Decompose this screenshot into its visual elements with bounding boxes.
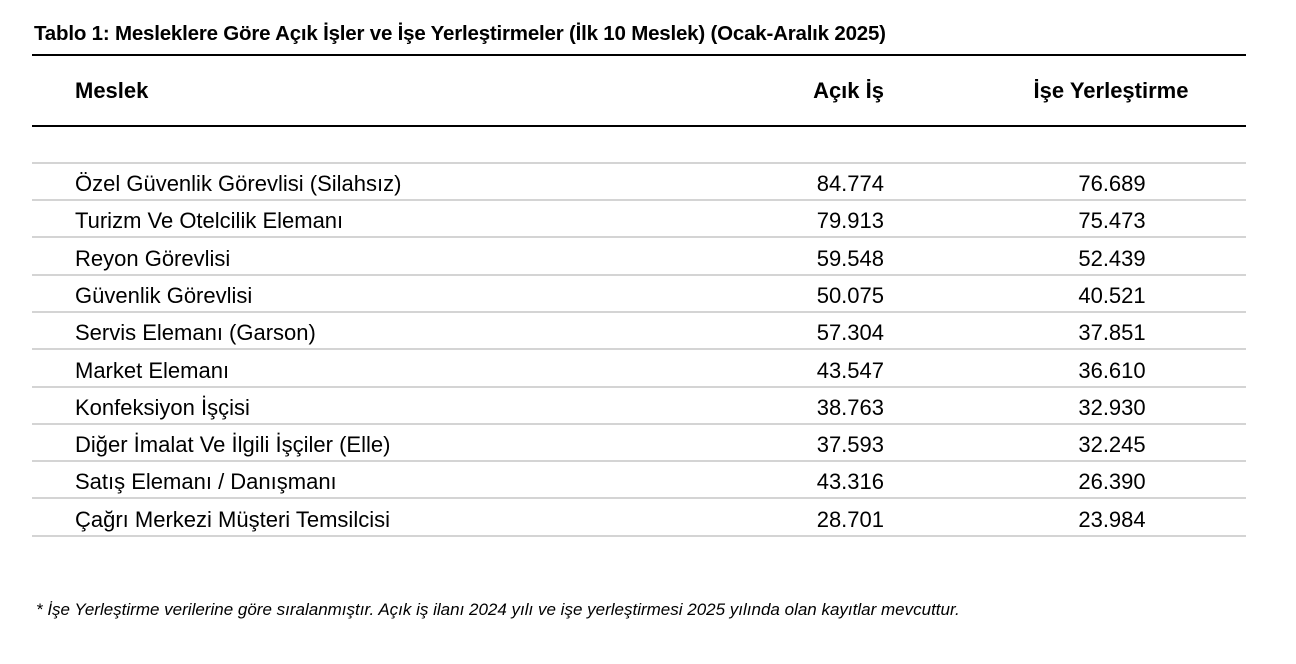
table-title: Tablo 1: Mesleklere Göre Açık İşler ve İ… — [34, 22, 886, 45]
cell-acik-is: 37.593 — [816, 432, 884, 458]
cell-acik-is: 50.075 — [816, 282, 884, 308]
table-row: Market Elemanı 43.547 36.610 — [32, 351, 1246, 388]
cell-meslek: Satış Elemanı / Danışmanı — [75, 469, 337, 495]
cell-acik-is: 38.763 — [816, 394, 884, 420]
cell-acik-is: 59.548 — [816, 245, 884, 271]
cell-meslek: Diğer İmalat Ve İlgili İşçiler (Elle) — [75, 432, 391, 458]
header-rule — [32, 125, 1246, 127]
cell-ise-yerlestirme: 76.689 — [1078, 171, 1146, 196]
table-row: Turizm Ve Otelcilik Elemanı 79.913 75.473 — [32, 201, 1246, 239]
cell-acik-is: 28.701 — [816, 506, 884, 532]
table-row: Reyon Görevlisi 59.548 52.439 — [32, 239, 1246, 276]
header-ise-yerlestirme: İşe Yerleştirme — [1033, 78, 1189, 103]
top-rule — [32, 54, 1246, 56]
row-divider — [32, 310, 1246, 313]
cell-acik-is: 84.774 — [816, 171, 884, 196]
cell-ise-yerlestirme: 37.851 — [1078, 320, 1146, 346]
cell-meslek: Özel Güvenlik Görevlisi (Silahsız) — [75, 171, 402, 196]
spacer-rule — [32, 162, 1246, 164]
cell-ise-yerlestirme: 23.984 — [1078, 506, 1146, 532]
cell-acik-is: 79.913 — [816, 208, 884, 234]
row-divider — [32, 460, 1246, 463]
row-divider — [32, 422, 1246, 425]
cell-acik-is: 57.304 — [816, 320, 884, 346]
cell-acik-is: 43.316 — [816, 469, 884, 495]
header-meslek: Meslek — [75, 78, 149, 103]
row-divider — [32, 497, 1246, 500]
table-row: Özel Güvenlik Görevlisi (Silahsız) 84.774… — [32, 164, 1246, 201]
cell-ise-yerlestirme: 75.473 — [1078, 208, 1146, 234]
row-divider — [32, 534, 1246, 537]
table-row: Güvenlik Görevlisi 50.075 40.521 — [32, 276, 1246, 313]
table-row: Satış Elemanı / Danışmanı 43.316 26.390 — [32, 462, 1246, 500]
table-row: Servis Elemanı (Garson) 57.304 37.851 — [32, 313, 1246, 351]
cell-ise-yerlestirme: 26.390 — [1078, 469, 1146, 495]
cell-meslek: Turizm Ve Otelcilik Elemanı — [75, 208, 344, 234]
row-divider — [32, 236, 1246, 239]
cell-ise-yerlestirme: 32.245 — [1078, 432, 1146, 458]
cell-acik-is: 43.547 — [816, 357, 884, 383]
footnote: * İşe Yerleştirme verilerine göre sırala… — [36, 600, 960, 619]
cell-ise-yerlestirme: 32.930 — [1078, 394, 1146, 420]
cell-ise-yerlestirme: 36.610 — [1078, 357, 1146, 383]
cell-ise-yerlestirme: 52.439 — [1078, 245, 1146, 271]
header-acik-is: Açık İş — [813, 78, 884, 103]
row-divider — [32, 273, 1246, 276]
cell-meslek: Reyon Görevlisi — [75, 245, 231, 271]
cell-meslek: Servis Elemanı (Garson) — [75, 320, 316, 346]
cell-meslek: Çağrı Merkezi Müşteri Temsilcisi — [75, 506, 390, 532]
table-row: Çağrı Merkezi Müşteri Temsilcisi 28.701 23… — [32, 500, 1246, 537]
cell-meslek: Konfeksiyon İşçisi — [75, 394, 250, 420]
cell-meslek: Güvenlik Görevlisi — [75, 282, 253, 308]
row-divider — [32, 385, 1246, 388]
table-row: Konfeksiyon İşçisi 38.763 32.930 — [32, 388, 1246, 425]
row-divider — [32, 199, 1246, 201]
cell-ise-yerlestirme: 40.521 — [1078, 282, 1146, 308]
row-divider — [32, 348, 1246, 351]
cell-meslek: Market Elemanı — [75, 357, 230, 383]
table-row: Diğer İmalat Ve İlgili İşçiler (Elle) 37.… — [32, 425, 1246, 463]
